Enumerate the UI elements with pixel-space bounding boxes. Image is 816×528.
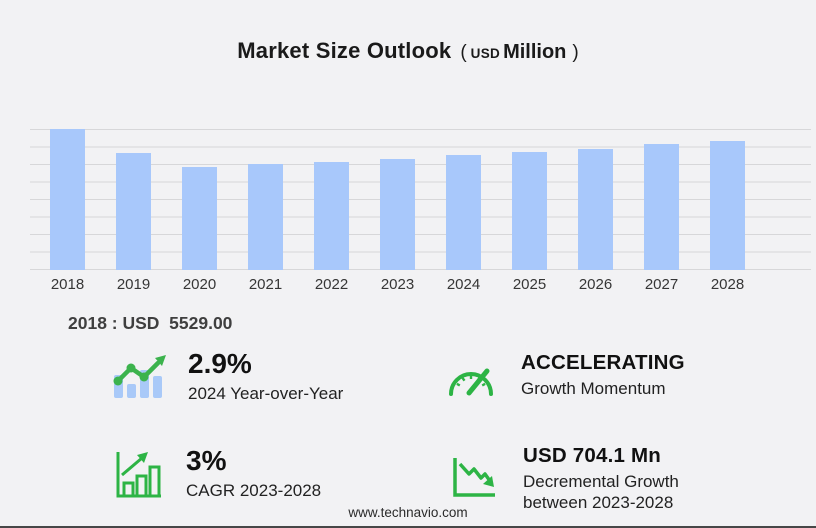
x-axis-label-2019: 2019 xyxy=(116,276,151,293)
bar-2025 xyxy=(512,151,547,270)
bar-2028 xyxy=(710,140,745,270)
stat-yoy-text: 2.9% 2024 Year-over-Year xyxy=(188,348,344,404)
bar-2026 xyxy=(578,148,613,270)
stat-cagr: 3% CAGR 2023-2028 xyxy=(112,445,322,506)
bar-2027 xyxy=(644,144,679,270)
title-paren-open: ( xyxy=(460,42,467,63)
downward-trend-icon xyxy=(447,453,499,506)
x-axis-label-2024: 2024 xyxy=(446,276,481,293)
stat-decremental-value: USD 704.1 Mn xyxy=(523,444,661,467)
bar-2019 xyxy=(116,152,151,270)
first-year-value-label: 2018 : USD 5529.00 xyxy=(68,313,233,333)
title-unit-currency: USD xyxy=(470,46,501,61)
x-axis-label-2023: 2023 xyxy=(380,276,415,293)
x-axis-label-2022: 2022 xyxy=(314,276,349,293)
stat-yoy-label: 2024 Year-over-Year xyxy=(188,383,344,403)
stat-cagr-label: CAGR 2023-2028 xyxy=(186,480,322,500)
x-axis-label-2020: 2020 xyxy=(182,276,217,293)
bar-trend-up-icon xyxy=(110,353,168,406)
x-axis-label-2021: 2021 xyxy=(248,276,283,293)
stat-cagr-value: 3% xyxy=(186,445,227,476)
chart-title-text: Market Size Outlook xyxy=(237,38,452,63)
stat-momentum-value: ACCELERATING xyxy=(521,351,685,374)
x-axis-label-2025: 2025 xyxy=(512,276,547,293)
bar-2023 xyxy=(380,158,415,270)
bottom-border xyxy=(0,526,816,528)
footer-url: www.technavio.com xyxy=(348,505,468,520)
stat-momentum-text: ACCELERATING Growth Momentum xyxy=(521,351,685,399)
chart-title: Market Size Outlook (USD Million) xyxy=(0,38,816,64)
x-axis-label-2027: 2027 xyxy=(644,276,679,293)
chart-gridlines xyxy=(30,129,811,270)
speedometer-icon xyxy=(446,358,496,403)
bar-growth-icon xyxy=(112,449,164,506)
stat-momentum: ACCELERATING Growth Momentum xyxy=(446,351,685,403)
title-paren-close: ) xyxy=(572,42,579,63)
stat-yoy: 2.9% 2024 Year-over-Year xyxy=(110,348,344,406)
stat-decremental-label: Decremental Growth between 2023-2028 xyxy=(523,471,679,512)
stat-decremental-text: USD 704.1 Mn Decremental Growth between … xyxy=(523,444,708,513)
bar-2022 xyxy=(314,161,349,270)
x-axis-label-2018: 2018 xyxy=(50,276,85,293)
bar-2018 xyxy=(50,129,85,270)
stat-yoy-value: 2.9% xyxy=(188,348,252,379)
stat-momentum-label: Growth Momentum xyxy=(521,378,666,398)
x-axis-label-2028: 2028 xyxy=(710,276,745,293)
stat-cagr-text: 3% CAGR 2023-2028 xyxy=(186,445,322,501)
stat-decremental-growth: USD 704.1 Mn Decremental Growth between … xyxy=(447,444,708,513)
bar-2024 xyxy=(446,155,481,270)
title-unit-scale: Million xyxy=(503,41,567,63)
bar-2021 xyxy=(248,163,283,270)
x-axis-label-2026: 2026 xyxy=(578,276,613,293)
bar-2020 xyxy=(182,166,217,270)
bar-chart: 2018 2019 2020 2021 2022 2023 2024 2025 2026 2027… xyxy=(30,129,811,293)
